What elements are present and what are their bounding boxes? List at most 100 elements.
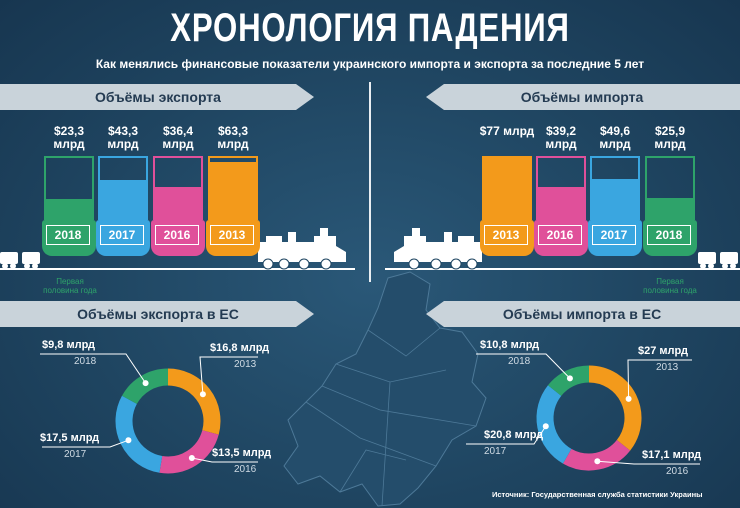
import-bar bbox=[482, 156, 532, 220]
tail-right-car-wheel-a-0 bbox=[700, 263, 706, 269]
import-value-label: $39,2 млрд bbox=[545, 124, 577, 151]
export-eu-slice-leader bbox=[199, 356, 258, 395]
import-eu-slice bbox=[588, 365, 642, 451]
locomotive-left-wheel-3 bbox=[320, 258, 332, 270]
import-eu-slice-value: $10,8 млрд bbox=[480, 339, 540, 351]
export-eu-banner-shape bbox=[0, 301, 314, 327]
export-banner: Объёмы экспорта bbox=[0, 84, 316, 110]
import-eu-slice-leader bbox=[466, 425, 547, 445]
export-eu-slice-value: $16,8 млрд bbox=[210, 342, 270, 354]
locomotive-left-wheel-2 bbox=[298, 258, 310, 270]
tail-right-car-wheel-b-1 bbox=[730, 263, 736, 269]
locomotive-right bbox=[394, 228, 482, 270]
import-eu-slice-leader bbox=[597, 460, 700, 465]
export-bar bbox=[98, 180, 148, 220]
half-year-note-left: Первая половина года bbox=[43, 277, 97, 295]
page-subtitle: Как менялись финансовые показатели украи… bbox=[95, 57, 645, 71]
europe-map bbox=[283, 271, 487, 507]
import-banner-label: Объёмы импорта bbox=[520, 89, 644, 105]
locomotive-right-wheel-2 bbox=[430, 258, 442, 270]
source-note: Источник: Государственная служба статист… bbox=[492, 490, 703, 499]
export-value-label: $36,4 млрд bbox=[162, 124, 194, 151]
center-divider bbox=[369, 82, 371, 282]
export-eu-slice-year: 2018 bbox=[74, 356, 97, 367]
import-eu-slice-year: 2013 bbox=[656, 362, 679, 373]
export-car-base bbox=[151, 220, 205, 256]
export-car-base bbox=[96, 220, 150, 256]
import-banner: Объёмы импорта bbox=[424, 84, 740, 110]
import-eu-slice-year: 2016 bbox=[666, 466, 689, 477]
import-eu-slice-marker bbox=[594, 458, 601, 465]
export-bar bbox=[153, 187, 203, 220]
export-eu-slice-value: $9,8 млрд bbox=[42, 339, 96, 351]
import-eu-banner-label: Объёмы импорта в ЕС bbox=[502, 306, 662, 322]
tail-left-car-wheel-a-0 bbox=[2, 263, 8, 269]
import-eu-slice-year: 2018 bbox=[508, 356, 531, 367]
export-eu-slice-leader bbox=[42, 439, 129, 448]
tail-left-car-wheel-b-0 bbox=[10, 263, 16, 269]
export-car-base bbox=[206, 220, 260, 256]
locomotive-left-wheel-1 bbox=[278, 258, 290, 270]
import-bar bbox=[645, 198, 695, 220]
locomotive-right-wheel-0 bbox=[466, 258, 478, 270]
locomotive-left bbox=[258, 228, 346, 270]
tail-right-car-1 bbox=[720, 252, 738, 264]
import-value-label: $49,6 млрд bbox=[599, 124, 631, 151]
locomotive-right-wheel-1 bbox=[450, 258, 462, 270]
export-eu-slice bbox=[121, 368, 169, 405]
tail-left-car-0 bbox=[0, 252, 18, 264]
tail-right-car-wheel-a-1 bbox=[722, 263, 728, 269]
export-eu-slice-leader bbox=[191, 457, 258, 463]
page-title: ХРОНОЛОГИЯ ПАДЕНИЯ bbox=[170, 6, 570, 50]
export-banner-label: Объёмы экспорта bbox=[95, 89, 221, 105]
tail-right-car-wheel-b-0 bbox=[708, 263, 714, 269]
train-rails bbox=[0, 228, 740, 270]
export-eu-slice bbox=[115, 395, 163, 473]
import-bar bbox=[536, 187, 586, 220]
export-year-label: 2017 bbox=[100, 225, 144, 245]
export-eu-slice-year: 2017 bbox=[64, 449, 87, 460]
locomotive-left-body bbox=[258, 228, 346, 262]
export-eu-banner-label: Объёмы экспорта в ЕС bbox=[77, 306, 239, 322]
import-banner-shape bbox=[426, 84, 740, 110]
tail-left-car-wheel-a-1 bbox=[24, 263, 30, 269]
import-car-base bbox=[588, 220, 642, 256]
import-car-base bbox=[643, 220, 697, 256]
export-value-label: $63,3 млрд bbox=[217, 124, 249, 151]
import-year-label: 2013 bbox=[484, 225, 528, 245]
import-eu-slice-value: $20,8 млрд bbox=[484, 429, 544, 441]
half-year-note-right: Первая половина года bbox=[643, 277, 697, 295]
import-eu-slice-leader bbox=[476, 353, 571, 379]
tail-right-car-0 bbox=[698, 252, 716, 264]
tail-left-car-wheel-b-1 bbox=[32, 263, 38, 269]
import-year-label: 2018 bbox=[647, 225, 691, 245]
import-eu-slice-year: 2017 bbox=[484, 446, 507, 457]
locomotive-left-wheel-0 bbox=[262, 258, 274, 270]
export-year-label: 2013 bbox=[210, 225, 254, 245]
export-car-base bbox=[42, 220, 96, 256]
import-bar bbox=[590, 179, 640, 220]
import-eu-slice bbox=[536, 385, 572, 464]
import-value-label: $77 млрд bbox=[479, 124, 535, 138]
export-bar bbox=[208, 162, 258, 220]
export-value-label: $43,3 млрд bbox=[107, 124, 139, 151]
import-eu-banner: Объёмы импорта в ЕС bbox=[424, 301, 740, 327]
import-value-label: $25,9 млрд bbox=[654, 124, 686, 151]
export-eu-slice-leader bbox=[40, 353, 147, 384]
import-eu-banner-shape bbox=[426, 301, 740, 327]
import-car-base bbox=[480, 220, 534, 256]
export-eu-slice-year: 2016 bbox=[234, 464, 257, 475]
tail-left-car-1 bbox=[22, 252, 40, 264]
export-eu-banner: Объёмы экспорта в ЕС bbox=[0, 301, 316, 327]
export-year-label: 2018 bbox=[46, 225, 90, 245]
import-year-label: 2017 bbox=[592, 225, 636, 245]
export-banner-shape bbox=[0, 84, 314, 110]
export-value-label: $23,3 млрд bbox=[53, 124, 85, 151]
export-eu-slice bbox=[167, 368, 221, 435]
import-car-base bbox=[534, 220, 588, 256]
import-year-label: 2016 bbox=[538, 225, 582, 245]
export-eu-slice-year: 2013 bbox=[234, 359, 257, 370]
locomotive-right-wheel-3 bbox=[408, 258, 420, 270]
